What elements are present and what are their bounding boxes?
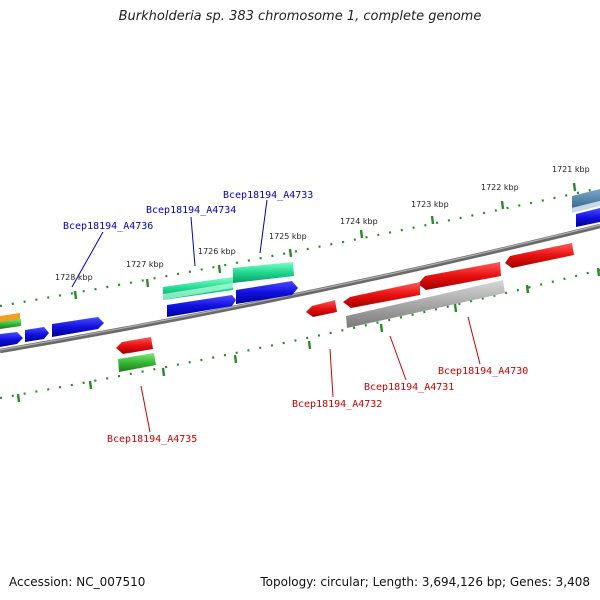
scale-label-1724: 1724 kbp [340,217,378,226]
label-A4736[interactable]: Bcep18194_A4736 [63,221,153,232]
gene-blue-4[interactable] [25,327,49,342]
gene-A4735-red[interactable] [116,337,153,354]
gene-blue-1[interactable] [167,295,236,317]
scale-label-1728: 1728 kbp [55,273,93,282]
accession-text: Accession: NC_007510 [9,575,146,589]
gene-A4730[interactable] [505,243,574,268]
label-leaders [71,199,481,433]
label-A4730[interactable]: Bcep18194_A4730 [438,366,528,377]
scale-label-1727: 1727 kbp [126,260,164,269]
label-A4733[interactable]: Bcep18194_A4733 [223,190,313,201]
reverse-strand-genes [116,243,574,372]
genome-backbone [0,223,600,354]
gene-blue-3[interactable] [52,317,104,337]
gene-A4731[interactable] [343,282,420,308]
label-A4734[interactable]: Bcep18194_A4734 [146,205,236,216]
topology-summary: Topology: circular; Length: 3,694,126 bp… [260,575,590,589]
inner-major-ticks [16,267,600,403]
gene-A4735-green[interactable] [118,353,156,372]
scale-label-1721: 1721 kbp [552,165,590,174]
scale-label-1726: 1726 kbp [198,247,236,256]
gene-A4733[interactable] [233,262,294,283]
gene-red-2[interactable] [418,262,501,290]
gene-steel-partial[interactable] [572,189,600,208]
scale-major-ticks [73,182,577,300]
gene-green-partial[interactable] [0,319,21,329]
gene-blue-partial-top[interactable] [576,208,600,227]
outer-scale-ring [0,186,600,308]
inner-scale-ring [0,268,600,400]
label-A4735[interactable]: Bcep18194_A4735 [107,434,197,445]
gene-blue-2[interactable] [236,281,298,304]
map-title: Burkholderia sp. 383 chromosome 1, compl… [118,9,482,24]
gene-blue-5[interactable] [0,332,23,347]
forward-strand-genes [0,189,600,347]
scale-label-1723: 1723 kbp [411,200,449,209]
label-A4732[interactable]: Bcep18194_A4732 [292,399,382,410]
gene-A4732-gray[interactable] [346,280,505,328]
label-A4731[interactable]: Bcep18194_A4731 [364,382,454,393]
scale-label-1722: 1722 kbp [481,183,519,192]
gene-red-4[interactable] [306,300,337,317]
scale-label-1725: 1725 kbp [269,232,307,241]
